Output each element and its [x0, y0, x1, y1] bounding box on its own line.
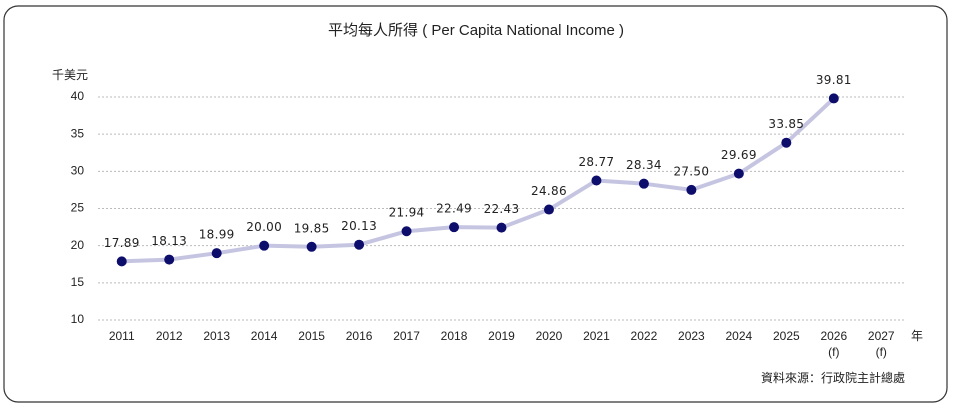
y-tick-label: 40: [71, 89, 85, 103]
chart-title: 平均每人所得 ( Per Capita National Income ): [328, 22, 624, 39]
data-point: [733, 168, 744, 179]
y-tick-label: 35: [71, 126, 85, 140]
data-point: [543, 204, 554, 215]
data-point: [686, 184, 697, 195]
x-tick-label: 2023: [678, 329, 705, 343]
x-axis-label: 年: [911, 329, 923, 343]
data-label: 20.13: [341, 219, 377, 233]
data-label: 33.85: [768, 117, 804, 131]
data-label: 29.69: [721, 148, 757, 162]
data-point: [449, 222, 460, 233]
x-tick-label: 2018: [441, 329, 468, 343]
x-tick-label: 2022: [631, 329, 658, 343]
data-label: 18.13: [151, 234, 187, 248]
source-note: 資料來源：行政院主計總處: [761, 370, 905, 385]
data-point: [781, 137, 792, 148]
data-label: 28.77: [579, 155, 615, 169]
data-point: [116, 256, 127, 267]
series-line: [121, 96, 836, 264]
x-tick-label: 2017: [393, 329, 420, 343]
data-point: [496, 222, 507, 233]
data-point: [306, 241, 317, 252]
y-tick-label: 15: [71, 275, 85, 289]
data-label: 18.99: [199, 228, 235, 242]
data-point: [354, 239, 365, 250]
x-tick-label: 2025: [773, 329, 800, 343]
data-point: [211, 248, 222, 259]
data-point: [164, 254, 175, 265]
frame: [3, 5, 948, 403]
data-label: 24.86: [531, 184, 567, 198]
y-tick-label: 10: [71, 312, 85, 326]
y-tick-label: 25: [71, 201, 85, 215]
x-tick-label: 2019: [488, 329, 515, 343]
data-point: [591, 175, 602, 186]
data-label: 28.34: [626, 158, 662, 172]
data-point: [259, 240, 270, 251]
x-tick-label: 2021: [583, 329, 610, 343]
x-tick-label: 2027 (f): [868, 329, 895, 359]
x-tick-label: 2014: [251, 329, 278, 343]
y-tick-label: 20: [71, 238, 85, 252]
x-tick-label: 2013: [203, 329, 230, 343]
data-label: 17.89: [104, 236, 140, 250]
x-tick-label: 2011: [109, 329, 135, 343]
data-label: 22.49: [436, 202, 472, 216]
data-label: 39.81: [816, 73, 852, 87]
y-tick-label: 30: [71, 164, 85, 178]
data-label: 22.43: [484, 202, 520, 216]
x-tick-label: 2024: [726, 329, 753, 343]
x-tick-label: 2015: [298, 329, 325, 343]
x-tick-label: 2020: [536, 329, 563, 343]
x-tick-label: 2012: [156, 329, 183, 343]
x-tick-label: 2026 (f): [820, 329, 847, 359]
data-label: 20.00: [246, 220, 282, 234]
data-label: 19.85: [294, 221, 330, 235]
x-tick-label: 2016: [346, 329, 373, 343]
data-label: 21.94: [389, 206, 425, 220]
data-point: [638, 178, 649, 189]
data-point: [401, 226, 412, 237]
data-label: 27.50: [673, 164, 709, 178]
data-point: [828, 93, 839, 104]
y-axis-label: 千美元: [52, 68, 88, 82]
